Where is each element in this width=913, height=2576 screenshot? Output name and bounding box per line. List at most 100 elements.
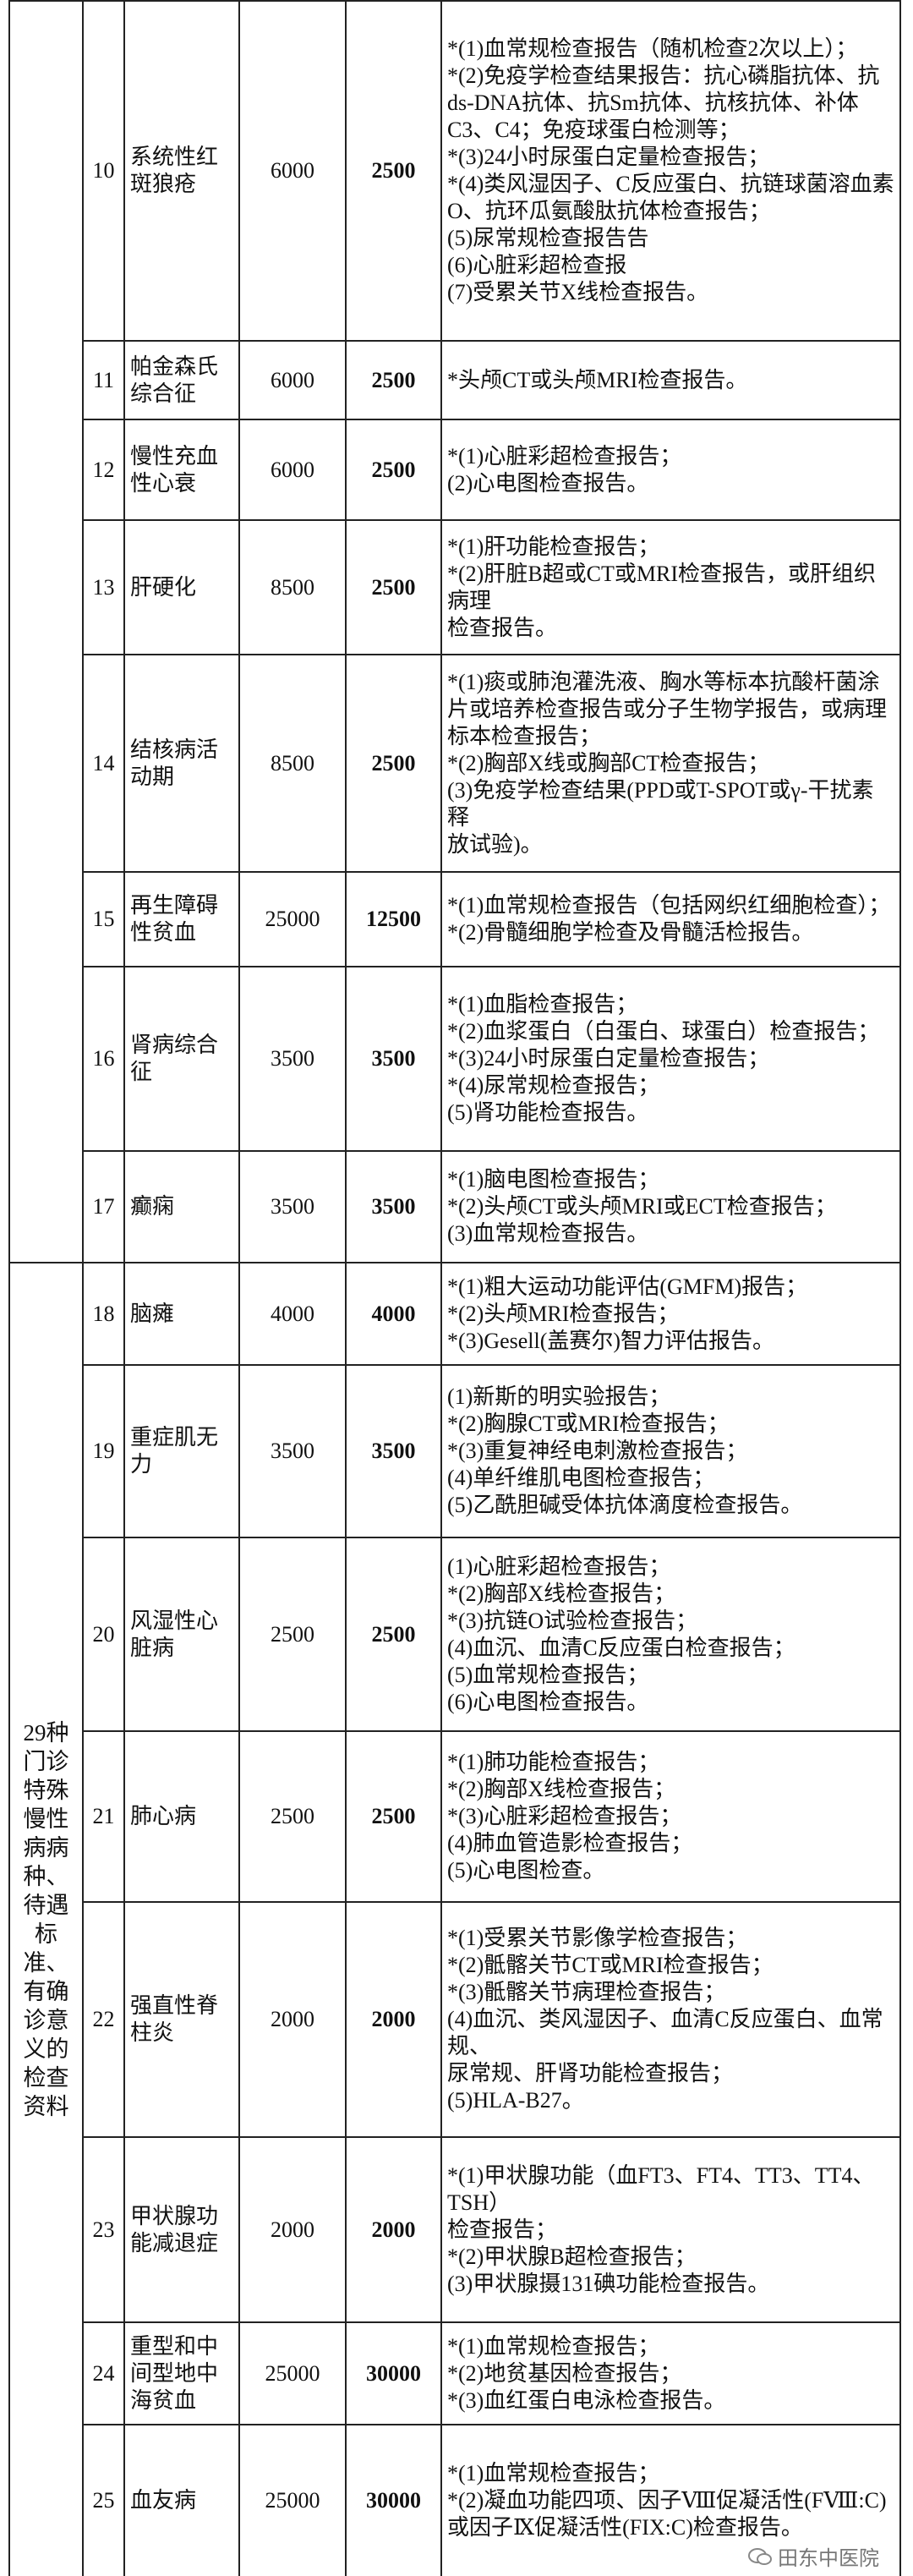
limit-amount: 6000 [238, 0, 347, 342]
limit-amount-bold: 2500 [345, 1730, 442, 1903]
disease-name: 血友病 [123, 2424, 240, 2576]
requirement-item: *(2)骶髂关节CT或MRI检查报告； [447, 1953, 774, 1977]
requirement-item: *(3)血红蛋白电泳检查报告。 [447, 2387, 726, 2413]
requirement-item: *(1)血常规检查报告； [447, 2461, 660, 2486]
limit-amount-bold: 4000 [345, 1262, 442, 1366]
row-number: 24 [82, 2321, 125, 2425]
row-number: 20 [82, 1537, 125, 1732]
requirement-item: *(3)24小时尿蛋白定量检查报告； [447, 145, 770, 169]
table-row: 14 结核病活动期 8500 2500 *(1)痰或肺泡灌洗液、胸水等标本抗酸杆菌涂片或… [9, 654, 901, 873]
limit-amount-bold: 12500 [345, 871, 442, 967]
disease-name: 风湿性心脏病 [123, 1537, 240, 1732]
requirement-item: *(1)脑电图检查报告； [447, 1167, 660, 1192]
requirement-item: *(1)受累关节影像学检查报告； [447, 1926, 748, 1950]
requirement-item: *(1)血常规检查报告； [447, 2333, 660, 2359]
disease-name: 肝硬化 [123, 519, 240, 655]
row-number: 12 [82, 419, 125, 521]
requirement-item: *(2)免疫学检查结果报告：抗心磷脂抗体、抗ds-DNA抗体、抗Sm抗体、抗核抗… [447, 63, 880, 142]
table-row: 13 肝硬化 8500 2500 *(1)肝功能检查报告； *(2)肝脏B超或CT或MRI… [9, 519, 901, 655]
requirement-item: (5)血常规检查报告； [447, 1662, 649, 1687]
requirement-item: *(2)骨髓细胞学检查及骨髓活检报告。 [447, 920, 814, 945]
limit-amount: 8500 [238, 654, 347, 873]
row-number: 25 [82, 2424, 125, 2576]
table-row: 16 肾病综合征 3500 3500 *(1)血脂检查报告； *(2)血浆蛋白（白蛋白、球… [9, 966, 901, 1152]
table-row: 20 风湿性心脏病 2500 2500 (1)心脏彩超检查报告； *(2)胸部X线检查报告… [9, 1537, 901, 1732]
requirement-item: 放试验)。 [447, 831, 543, 857]
requirement-item: *(3)24小时尿蛋白定量检查报告； [447, 1046, 770, 1071]
table-row: 23 甲状腺功能减退症 2000 2000 *(1)甲状腺功能（血FT3、FT4、TT3… [9, 2136, 901, 2323]
requirement-item: *(2)胸部X线检查报告； [447, 1777, 676, 1801]
requirement-item: (6)心脏彩超检查报 [447, 253, 627, 277]
requirement-item: (4)单纤维肌电图检查报告； [447, 1466, 715, 1490]
requirement-item: (4)血沉、血清C反应蛋白检查报告； [447, 1635, 795, 1660]
disease-name: 重型和中间型地中海贫血 [123, 2321, 240, 2425]
row-number: 10 [82, 0, 125, 342]
table-body: 10 系统性红斑狼疮 6000 2500 *(1)血常规检查报告（随机检查2次以上）； *… [8, 0, 901, 2576]
limit-amount: 2000 [238, 2136, 347, 2323]
requirements-cell: (1)心脏彩超检查报告； *(2)胸部X线检查报告； *(3)抗链O试验检查报告；(… [440, 1537, 901, 1732]
requirement-item: *(2)凝血功能四项、因子Ⅷ促凝活性(FⅧ:C)或因子Ⅸ促凝活性(FIX:C)检… [447, 2488, 887, 2540]
limit-amount: 3500 [238, 1150, 347, 1263]
requirement-item: *(2)胸腺CT或MRI检查报告； [447, 1411, 730, 1436]
watermark: 田东中医院 [747, 2541, 879, 2571]
table-row: 24 重型和中间型地中海贫血 25000 30000 *(1)血常规检查报告； *(2)地… [9, 2321, 901, 2425]
requirement-item: *(3)抗链O试验检查报告； [447, 1608, 698, 1633]
disease-name: 再生障碍性贫血 [123, 871, 240, 967]
requirements-cell: *(1)受累关节影像学检查报告； *(2)骶髂关节CT或MRI检查报告； *(3)骶… [440, 1901, 901, 2138]
requirements-cell: (1)新斯的明实验报告； *(2)胸腺CT或MRI检查报告； *(3)重复神经电刺激… [440, 1364, 901, 1538]
requirement-item: *(2)血浆蛋白（白蛋白、球蛋白）检查报告； [447, 1019, 880, 1044]
requirement-item: *(2)头颅CT或头颅MRI或ECT检查报告； [447, 1194, 837, 1219]
limit-amount-bold: 30000 [345, 2321, 442, 2425]
table-row: 10 系统性红斑狼疮 6000 2500 *(1)血常规检查报告（随机检查2次以上）； *… [8, 0, 901, 1263]
requirements-cell: *(1)血常规检查报告（随机检查2次以上）； *(2)免疫学检查结果报告：抗心磷脂… [440, 0, 901, 342]
requirement-item: *(3)重复神经电刺激检查报告； [447, 1439, 748, 1463]
requirement-item: *(1)甲状腺功能（血FT3、FT4、TT3、TT4、TSH） [447, 2162, 875, 2215]
requirement-item: (4)血沉、类风湿因子、血清C反应蛋白、血常规、 [447, 2007, 883, 2058]
requirement-item: *(3)心脏彩超检查报告； [447, 1804, 682, 1828]
disease-table: 10 系统性红斑狼疮 6000 2500 *(1)血常规检查报告（随机检查2次以上）； *… [8, 0, 901, 2576]
requirement-item: (3)甲状腺摄131碘功能检查报告。 [447, 2271, 770, 2296]
requirement-item: *(2)头颅MRI检查报告； [447, 1301, 680, 1326]
requirements-cell: *(1)肺功能检查报告； *(2)胸部X线检查报告； *(3)心脏彩超检查报告； (4… [440, 1730, 901, 1903]
requirement-item: *(2)甲状腺B超检查报告； [447, 2244, 697, 2269]
requirement-item: *(4)类风湿因子、C反应蛋白、抗链球菌溶血素O、抗环瓜氨酸肽抗体检查报告； [447, 172, 894, 223]
row-number: 19 [82, 1364, 125, 1538]
watermark-text: 田东中医院 [778, 2548, 879, 2570]
requirement-item: *(1)血脂检查报告； [447, 992, 638, 1017]
requirement-item: *头颅CT或头颅MRI检查报告。 [447, 367, 748, 392]
limit-amount: 3500 [238, 966, 347, 1152]
requirements-cell: *(1)肝功能检查报告； *(2)肝脏B超或CT或MRI检查报告，或肝组织病理 检查… [440, 519, 901, 655]
limit-amount: 2000 [238, 1901, 347, 2138]
disease-name: 系统性红斑狼疮 [123, 0, 240, 342]
requirement-item: 检查报告； [447, 2217, 558, 2242]
requirements-cell: *(1)脑电图检查报告； *(2)头颅CT或头颅MRI或ECT检查报告； (3)血常… [440, 1150, 901, 1263]
requirement-item: *(1)血常规检查报告（包括网织红细胞检查）； [447, 893, 891, 918]
limit-amount: 2500 [238, 1537, 347, 1732]
disease-name: 强直性脊柱炎 [123, 1901, 240, 2138]
disease-name: 肺心病 [123, 1730, 240, 1903]
row-number: 17 [82, 1150, 125, 1263]
requirements-cell: *头颅CT或头颅MRI检查报告。 [440, 340, 901, 420]
requirement-item: *(1)痰或肺泡灌洗液、胸水等标本抗酸杆菌涂片或培养检查报告或分子生物学报告，或… [447, 669, 888, 748]
row-number: 13 [82, 519, 125, 655]
limit-amount-bold: 2500 [345, 419, 442, 521]
requirements-cell: *(1)甲状腺功能（血FT3、FT4、TT3、TT4、TSH） 检查报告； *(2)… [440, 2136, 901, 2323]
requirement-item: *(3)骶髂关节病理检查报告； [447, 1980, 726, 2004]
limit-amount: 3500 [238, 1364, 347, 1538]
requirement-item: (5)乙酰胆碱受体抗体滴度检查报告。 [447, 1493, 803, 1517]
table-row: 22 强直性脊柱炎 2000 2000 *(1)受累关节影像学检查报告； *(2)骶髂关节… [9, 1901, 901, 2138]
disease-name: 重症肌无力 [123, 1364, 240, 1538]
group-cell [8, 0, 84, 1263]
disease-name: 甲状腺功能减退症 [123, 2136, 240, 2323]
group-cell: 29种门诊特殊慢性病病种、待遇标准、有确诊意义的检查资料 [8, 1262, 84, 2576]
table-row: 21 肺心病 2500 2500 *(1)肺功能检查报告； *(2)胸部X线检查报告； *(… [9, 1730, 901, 1903]
limit-amount-bold: 2500 [345, 519, 442, 655]
limit-amount-bold: 2000 [345, 1901, 442, 2138]
table-row: 11 帕金森氏综合征 6000 2500 *头颅CT或头颅MRI检查报告。 [9, 340, 901, 420]
requirement-item: *(1)肝功能检查报告； [447, 534, 660, 559]
row-number: 11 [82, 340, 125, 420]
limit-amount-bold: 3500 [345, 1150, 442, 1263]
limit-amount: 25000 [238, 871, 347, 967]
limit-amount-bold: 3500 [345, 966, 442, 1152]
